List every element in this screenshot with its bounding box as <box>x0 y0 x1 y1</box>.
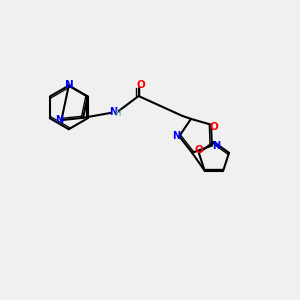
Text: N: N <box>65 80 74 90</box>
Text: H: H <box>115 110 121 118</box>
Text: N: N <box>212 141 220 151</box>
Text: O: O <box>210 122 218 132</box>
Text: O: O <box>136 80 145 90</box>
Text: N: N <box>172 131 180 141</box>
Text: O: O <box>194 145 203 155</box>
Text: N: N <box>109 107 117 117</box>
Text: N: N <box>56 115 64 125</box>
